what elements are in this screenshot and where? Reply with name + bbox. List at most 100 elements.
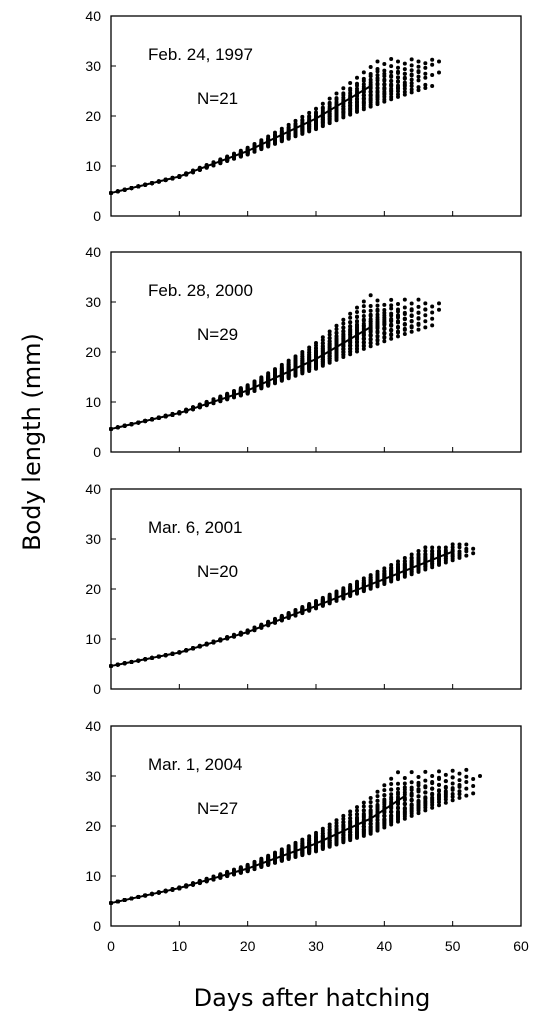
- data-point: [368, 819, 373, 824]
- data-point: [437, 307, 441, 312]
- data-point: [341, 95, 346, 100]
- data-point: [361, 101, 366, 106]
- data-point: [389, 792, 394, 797]
- data-point: [307, 123, 312, 128]
- data-point: [402, 317, 407, 322]
- data-point: [382, 74, 387, 79]
- data-point: [307, 838, 312, 843]
- data-point: [368, 71, 373, 76]
- data-point: [382, 822, 387, 827]
- data-point: [389, 313, 394, 318]
- data-point: [416, 798, 421, 803]
- panel-date-label: Mar. 1, 2004: [148, 755, 243, 774]
- data-point: [437, 803, 441, 808]
- data-point: [396, 329, 400, 334]
- data-point: [382, 99, 387, 104]
- data-point: [396, 65, 400, 70]
- data-point: [437, 562, 441, 567]
- data-point: [327, 332, 332, 337]
- data-point: [402, 802, 407, 807]
- data-point: [368, 92, 373, 97]
- data-point: [437, 301, 441, 306]
- x-tick-label: 20: [240, 938, 256, 954]
- data-point: [361, 313, 366, 318]
- data-point: [348, 340, 353, 345]
- y-tick-label: 40: [85, 481, 101, 497]
- data-point: [437, 797, 441, 802]
- data-point: [307, 848, 312, 853]
- data-point: [402, 321, 407, 326]
- data-point: [402, 71, 407, 76]
- data-point: [355, 86, 359, 91]
- data-point: [416, 783, 421, 788]
- y-tick-label: 30: [85, 531, 101, 547]
- data-point: [348, 320, 353, 325]
- data-point: [348, 343, 353, 348]
- data-point: [443, 560, 448, 565]
- data-point: [402, 92, 407, 97]
- data-point: [430, 323, 435, 328]
- y-axis-title: Body length (mm): [18, 333, 46, 551]
- data-point: [341, 813, 346, 818]
- data-point: [416, 327, 421, 332]
- data-point: [409, 57, 414, 62]
- data-point: [286, 844, 291, 849]
- data-point: [368, 810, 373, 815]
- data-point: [396, 86, 400, 91]
- data-point: [430, 316, 435, 321]
- data-point: [402, 80, 407, 85]
- data-point: [334, 323, 339, 328]
- data-point: [430, 791, 435, 796]
- data-point: [355, 805, 359, 810]
- data-point: [423, 545, 428, 550]
- data-point: [409, 572, 414, 577]
- x-tick-label: 0: [107, 938, 115, 954]
- data-point: [368, 64, 373, 69]
- y-tick-label: 0: [93, 444, 101, 460]
- data-point: [409, 63, 414, 68]
- data-point: [416, 552, 421, 557]
- data-point: [423, 548, 428, 553]
- data-point: [450, 786, 455, 791]
- data-point: [396, 786, 400, 791]
- data-point: [457, 545, 462, 550]
- data-point: [409, 301, 414, 306]
- data-point: [355, 75, 359, 80]
- data-point: [396, 75, 400, 80]
- data-point: [396, 781, 400, 786]
- data-point: [355, 99, 359, 104]
- data-point: [423, 803, 428, 808]
- data-point: [402, 332, 407, 337]
- data-point: [409, 809, 414, 814]
- data-point: [409, 90, 414, 95]
- data-point: [361, 304, 366, 309]
- data-point: [430, 565, 435, 570]
- data-point: [457, 551, 462, 556]
- data-point: [423, 808, 428, 813]
- data-point: [361, 808, 366, 813]
- data-point: [327, 822, 332, 827]
- data-point: [437, 792, 441, 797]
- data-point: [389, 303, 394, 308]
- data-point: [375, 817, 380, 822]
- data-point: [341, 816, 346, 821]
- data-point: [341, 321, 346, 326]
- data-point: [443, 545, 448, 550]
- data-point: [409, 329, 414, 334]
- data-point: [423, 75, 428, 80]
- data-point: [464, 553, 469, 558]
- data-point: [396, 79, 400, 84]
- data-point: [416, 59, 421, 64]
- data-point: [375, 307, 380, 312]
- data-point: [334, 838, 339, 843]
- data-point: [382, 800, 387, 805]
- data-point: [375, 312, 380, 317]
- data-point: [437, 545, 441, 550]
- data-point: [314, 361, 318, 366]
- data-point: [430, 786, 435, 791]
- data-point: [416, 802, 421, 807]
- data-point: [320, 831, 325, 836]
- data-point: [423, 65, 428, 70]
- data-point: [355, 812, 359, 817]
- data-point: [348, 821, 353, 826]
